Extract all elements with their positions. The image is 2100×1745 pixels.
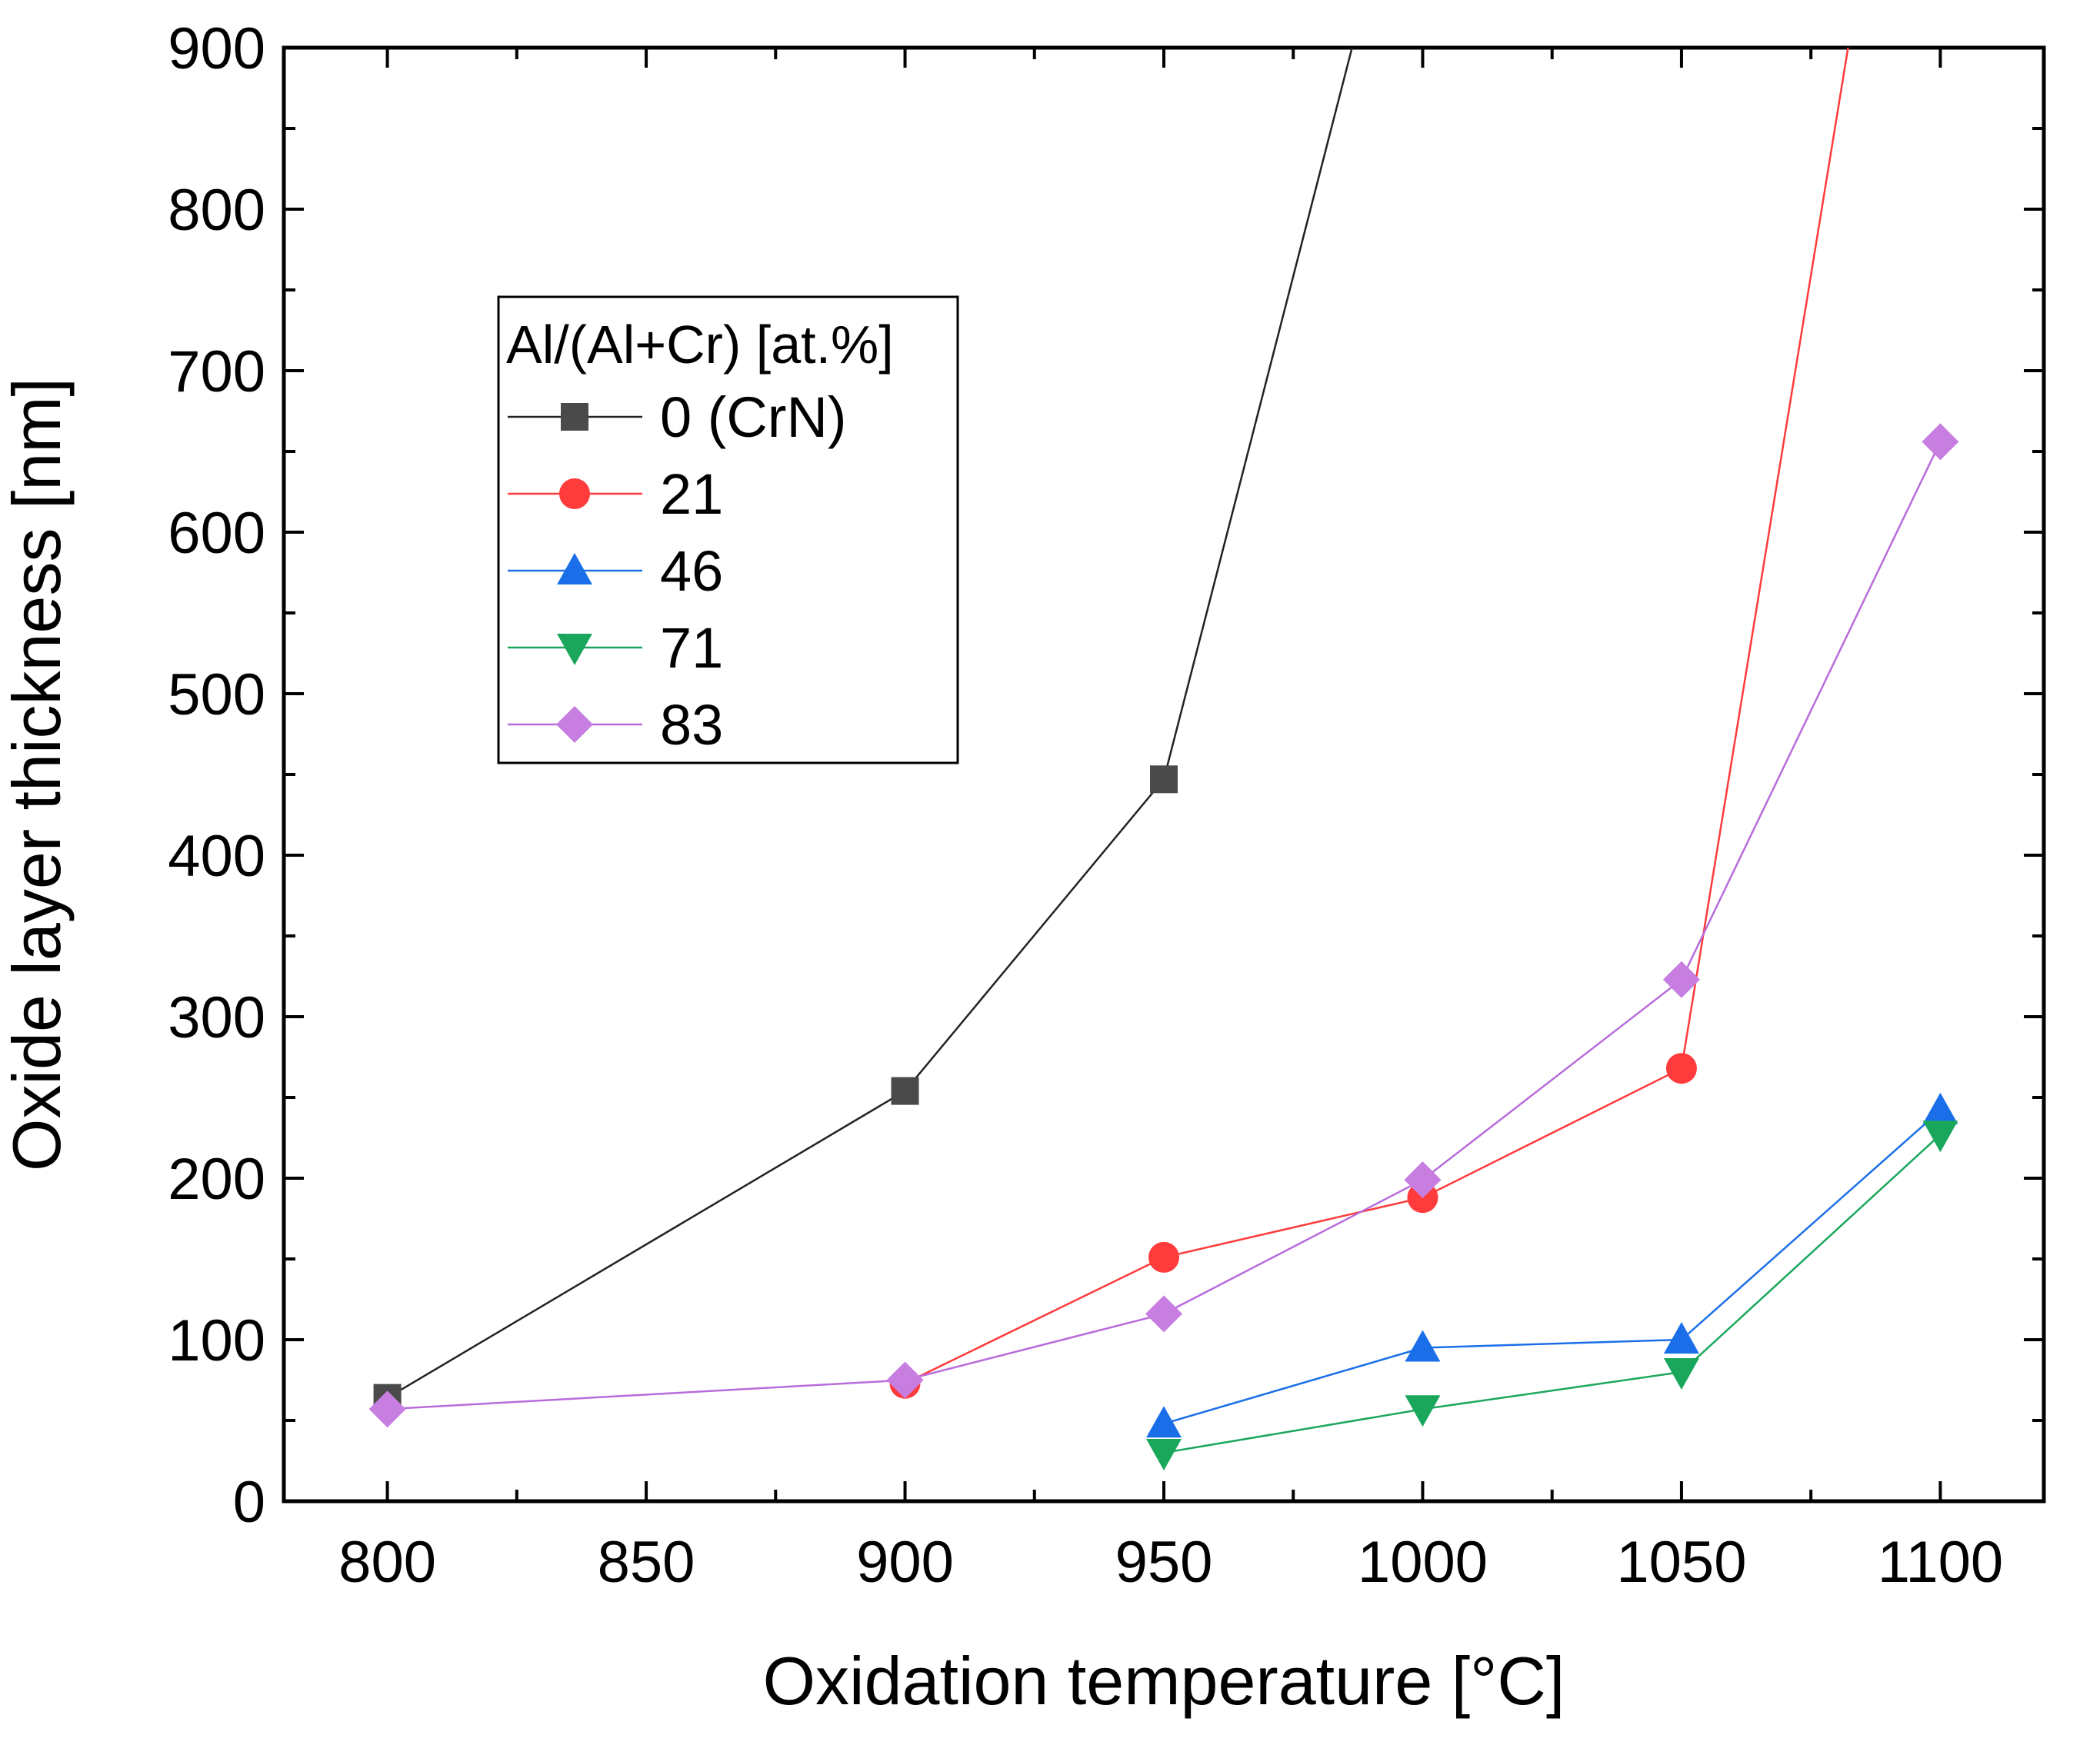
- legend-marker-2: [557, 553, 592, 584]
- series-line-2: [1163, 1109, 1942, 1425]
- data-point-series-3: [1663, 1358, 1699, 1390]
- y-axis-title: Oxide layer thickness [nm]: [0, 378, 75, 1171]
- y-tick-label: 300: [168, 985, 265, 1051]
- legend-label-0: 0 (CrN): [660, 385, 847, 449]
- x-tick-label: 1100: [1878, 1530, 2003, 1595]
- series-markers: [368, 423, 1959, 1470]
- data-point-series-2: [1146, 1406, 1182, 1438]
- y-tick-label: 400: [168, 824, 265, 889]
- x-tick-label: 800: [338, 1530, 436, 1595]
- data-point-series-4: [886, 1361, 924, 1399]
- y-tick-label: 200: [168, 1147, 265, 1212]
- y-tick-label: 600: [168, 501, 265, 566]
- x-tick-label: 1000: [1358, 1530, 1488, 1595]
- ticks: [284, 46, 2044, 1503]
- data-point-series-2: [1663, 1322, 1699, 1354]
- plot-area: [368, 48, 1959, 1470]
- tick-labels: 800 850 900 950 1000 1050 1100 0 100 200 300 400 500…: [168, 16, 2003, 1595]
- legend-marker-1: [559, 478, 590, 509]
- x-tick-label: 950: [1115, 1530, 1213, 1595]
- legend-marker-0: [561, 403, 588, 431]
- data-point-series-0: [891, 1077, 919, 1105]
- y-tick-label: 500: [168, 662, 265, 728]
- y-tick-label: 100: [168, 1308, 265, 1374]
- y-tick-label: 0: [233, 1470, 265, 1535]
- legend-marker-4: [556, 706, 593, 743]
- data-point-series-4: [1922, 423, 1959, 461]
- series-line-3: [1163, 1134, 1942, 1454]
- x-tick-label: 1050: [1616, 1530, 1746, 1595]
- x-tick-label: 900: [856, 1530, 954, 1595]
- legend-label-4: 83: [660, 693, 723, 757]
- data-point-series-4: [1662, 961, 1700, 998]
- x-axis-title: Oxidation temperature [°C]: [763, 1643, 1565, 1719]
- legend-marker-3: [557, 634, 592, 665]
- legend-box: [497, 295, 959, 764]
- legend-entries: 0 (CrN) 21 46 71 83: [508, 385, 847, 757]
- data-point-series-1: [1148, 1241, 1179, 1273]
- data-point-series-2: [1922, 1092, 1958, 1124]
- data-point-series-3: [1405, 1395, 1441, 1427]
- y-tick-label: 800: [168, 178, 265, 243]
- legend-label-3: 71: [660, 616, 723, 680]
- data-point-series-3: [1146, 1439, 1182, 1470]
- series-line-4: [387, 441, 1942, 1410]
- data-point-series-3: [1922, 1121, 1958, 1153]
- legend-title: Al/(Al+Cr) [at.%]: [506, 315, 894, 375]
- data-point-series-0: [1150, 765, 1178, 794]
- data-point-series-4: [1145, 1295, 1182, 1333]
- x-tick-label: 850: [598, 1530, 695, 1595]
- series-line-0: [386, 48, 1353, 1399]
- legend: Al/(Al+Cr) [at.%] 0 (CrN) 21 46 71 83: [497, 295, 959, 764]
- y-tick-label: 900: [168, 16, 265, 82]
- data-point-series-4: [1404, 1161, 1442, 1199]
- data-point-series-1: [1665, 1053, 1697, 1084]
- legend-label-1: 21: [660, 462, 723, 526]
- y-tick-label: 700: [168, 339, 265, 405]
- data-point-series-2: [1405, 1330, 1441, 1362]
- data-point-series-4: [368, 1390, 406, 1428]
- legend-label-2: 46: [660, 539, 723, 603]
